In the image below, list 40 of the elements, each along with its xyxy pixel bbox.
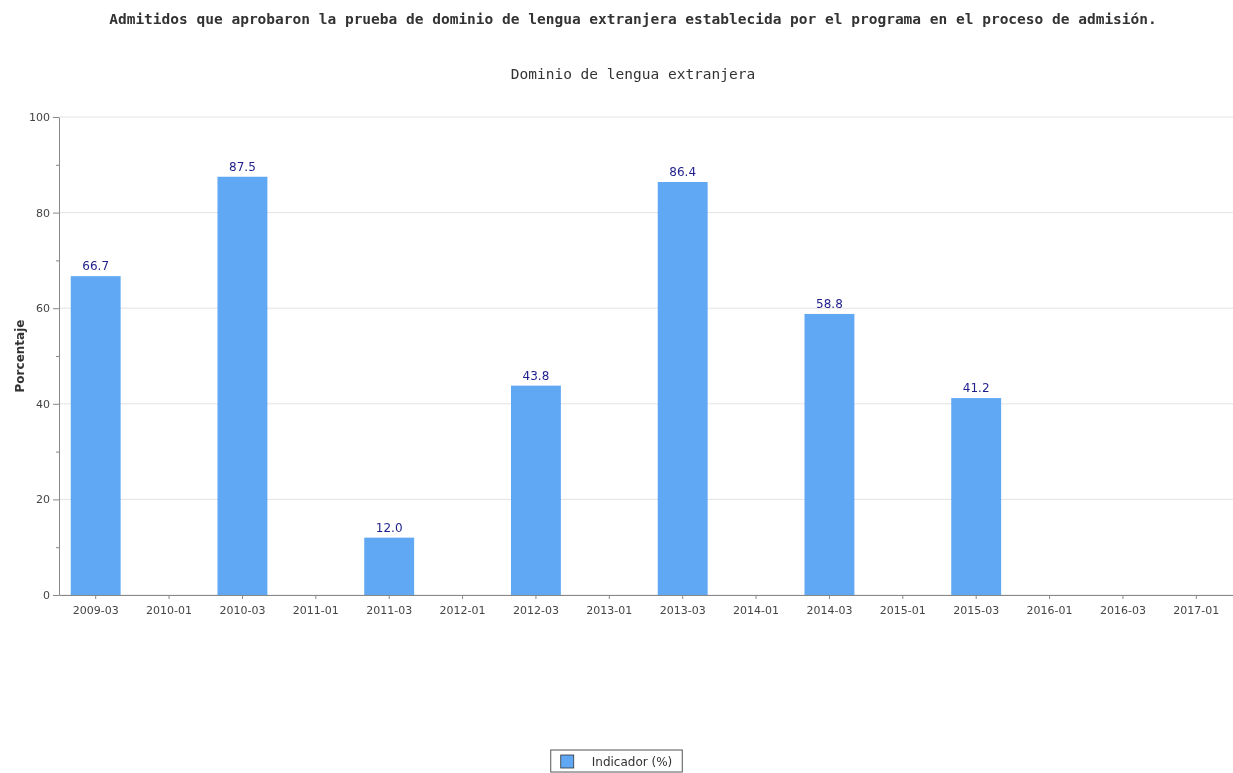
x-tick-label: 2010-01 [146, 604, 193, 618]
bar [804, 313, 855, 595]
x-tick-label: 2016-03 [1099, 604, 1146, 618]
x-tick-label: 2010-03 [219, 604, 266, 618]
bar [510, 385, 561, 595]
data-label: 12.0 [375, 520, 403, 535]
y-tick-label: 80 [36, 206, 50, 220]
x-tick-label: 2012-03 [512, 604, 559, 618]
bar [364, 537, 415, 595]
x-tick-label: 2011-01 [292, 604, 339, 618]
x-tick-label: 2015-03 [953, 604, 1000, 618]
x-tick-label: 2011-03 [366, 604, 413, 618]
y-tick-label: 20 [36, 493, 50, 507]
legend-label: Indicador (%) [591, 755, 673, 769]
y-tick-label: 100 [29, 111, 50, 125]
x-tick-label: 2015-01 [879, 604, 926, 618]
chart-subtitle: Dominio de lengua extranjera [510, 66, 756, 82]
data-label: 58.8 [816, 296, 843, 311]
data-label: 87.5 [229, 159, 256, 174]
data-label: 86.4 [669, 165, 697, 180]
data-label: 66.7 [82, 259, 110, 274]
chart-title: Admitidos que aprobaron la prueba de dominio de lengua extranjera establecida por el programa en el proceso de admisión. [109, 11, 1157, 27]
x-tick-label: 2009-03 [72, 604, 119, 618]
y-tick-label: 0 [43, 589, 50, 603]
bar [657, 182, 708, 595]
data-label: 41.2 [962, 381, 990, 396]
x-tick-label: 2014-03 [806, 604, 853, 618]
x-tick-label: 2014-01 [733, 604, 780, 618]
x-tick-label: 2017-01 [1173, 604, 1220, 618]
y-tick-label: 40 [36, 397, 50, 411]
x-tick-label: 2016-01 [1026, 604, 1073, 618]
y-axis-title: Porcentaje [13, 319, 27, 393]
bar [951, 398, 1002, 595]
bar [70, 276, 121, 595]
y-tick-label: 60 [36, 302, 50, 316]
x-tick-label: 2013-03 [659, 604, 706, 618]
data-label: 43.8 [522, 368, 550, 383]
x-tick-label: 2012-01 [439, 604, 486, 618]
x-tick-label: 2013-01 [586, 604, 633, 618]
bar [217, 176, 268, 595]
